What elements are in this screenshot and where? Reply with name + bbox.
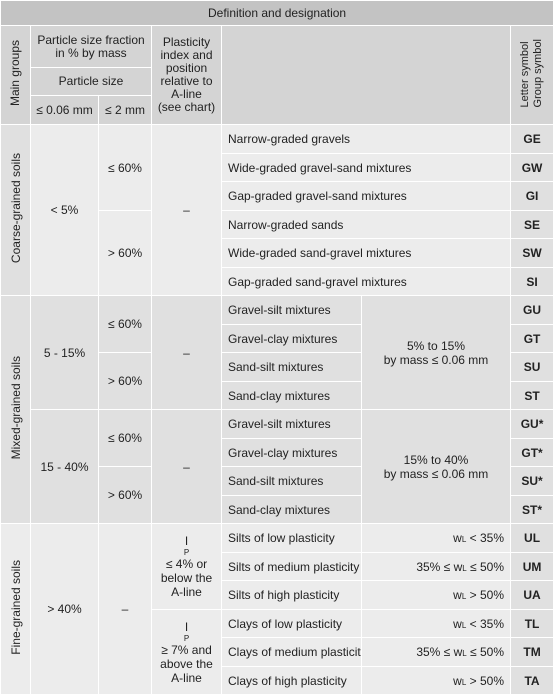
soil-name: Sand-silt mixtures xyxy=(221,352,362,382)
group-symbol: GI xyxy=(509,181,553,211)
liquid-limit: wL < 35% xyxy=(361,523,511,553)
fraction-gt40: > 40% xyxy=(30,523,99,695)
soil-name: Gravel-clay mixtures xyxy=(221,438,362,467)
group-symbol: SI xyxy=(509,267,553,296)
header-particle-size: Particle size xyxy=(30,67,152,96)
fraction-5-15: 5 - 15% xyxy=(30,295,99,410)
soil-name: Narrow-graded gravels xyxy=(221,124,511,154)
fraction-gt60: > 60% xyxy=(98,466,152,524)
soil-name: Wide-graded gravel-sand mixtures xyxy=(221,153,511,182)
liquid-limit: wL > 50% xyxy=(361,666,511,695)
plasticity-dash: – xyxy=(151,124,222,296)
fraction-gt60: > 60% xyxy=(98,210,152,296)
fraction-le60: ≤ 60% xyxy=(98,295,152,353)
soil-name: Gravel-clay mixtures xyxy=(221,324,362,353)
group-symbol: GU* xyxy=(509,409,553,439)
fraction-le60: ≤ 60% xyxy=(98,124,152,211)
group-symbol: GW xyxy=(509,153,553,182)
soil-name: Clays of low plasticity xyxy=(221,609,362,638)
header-blank xyxy=(221,25,511,125)
fraction-lt5: < 5% xyxy=(30,124,99,296)
group-symbol: UA xyxy=(509,580,553,610)
soil-name: Silts of high plasticity xyxy=(221,580,362,610)
fraction-gt60: > 60% xyxy=(98,352,152,410)
soil-name: Sand-silt mixtures xyxy=(221,466,362,496)
soil-name: Narrow-graded sands xyxy=(221,210,511,239)
header-main-groups: Main groups xyxy=(0,25,31,125)
header-le-2mm: ≤ 2 mm xyxy=(98,95,152,125)
mixed-note-5-15: 5% to 15% by mass ≤ 0.06 mm xyxy=(361,295,511,410)
group-symbol: SU* xyxy=(509,466,553,496)
group-symbol: TA xyxy=(509,666,553,695)
soil-name: Wide-graded sand-gravel mixtures xyxy=(221,238,511,268)
header-plasticity: Plasticity index and position relative to A-… xyxy=(151,25,222,125)
soil-name: Sand-clay mixtures xyxy=(221,381,362,410)
header-le-006mm: ≤ 0.06 mm xyxy=(30,95,99,125)
mixed-note-15-40: 15% to 40% by mass ≤ 0.06 mm xyxy=(361,409,511,524)
soil-name: Gravel-silt mixtures xyxy=(221,409,362,439)
soil-name: Clays of high plasticity xyxy=(221,666,362,695)
soil-name: Gravel-silt mixtures xyxy=(221,295,362,325)
group-symbol: TM xyxy=(509,637,553,667)
group-symbol: UL xyxy=(509,523,553,553)
fraction-dash: – xyxy=(98,523,152,695)
soil-name: Silts of low plasticity xyxy=(221,523,362,553)
plasticity-dash: – xyxy=(151,295,222,410)
header-symbol: Letter symbol Group symbol xyxy=(509,25,553,125)
liquid-limit: 35% ≤ wL ≤ 50% xyxy=(361,637,511,667)
group-symbol: GE xyxy=(509,124,553,154)
group-symbol: TL xyxy=(509,609,553,638)
group-symbol: GT xyxy=(509,324,553,353)
liquid-limit: wL < 35% xyxy=(361,609,511,638)
soil-name: Sand-clay mixtures xyxy=(221,495,362,524)
fraction-le60: ≤ 60% xyxy=(98,409,152,467)
table-title: Definition and designation xyxy=(0,0,553,26)
fraction-15-40: 15 - 40% xyxy=(30,409,99,524)
liquid-limit: wL > 50% xyxy=(361,580,511,610)
group-symbol: SW xyxy=(509,238,553,268)
header-fraction: Particle size fraction in % by mass xyxy=(30,25,152,68)
liquid-limit: 35% ≤ wL ≤ 50% xyxy=(361,552,511,581)
group-fine: Fine-grained soils xyxy=(0,523,31,695)
soil-name: Gap-graded sand-gravel mixtures xyxy=(221,267,511,296)
group-symbol: SE xyxy=(509,210,553,239)
group-mixed: Mixed-grained soils xyxy=(0,295,31,524)
group-symbol: ST xyxy=(509,381,553,410)
soil-name: Silts of medium plasticity xyxy=(221,552,362,581)
group-symbol: SU xyxy=(509,352,553,382)
group-symbol: UM xyxy=(509,552,553,581)
soil-name: Clays of medium plasticity xyxy=(221,637,362,667)
group-symbol: GT* xyxy=(509,438,553,467)
plasticity-dash: – xyxy=(151,409,222,524)
soil-name: Gap-graded gravel-sand mixtures xyxy=(221,181,511,211)
group-coarse: Coarse-grained soils xyxy=(0,124,31,296)
group-symbol: ST* xyxy=(509,495,553,524)
group-symbol: GU xyxy=(509,295,553,325)
